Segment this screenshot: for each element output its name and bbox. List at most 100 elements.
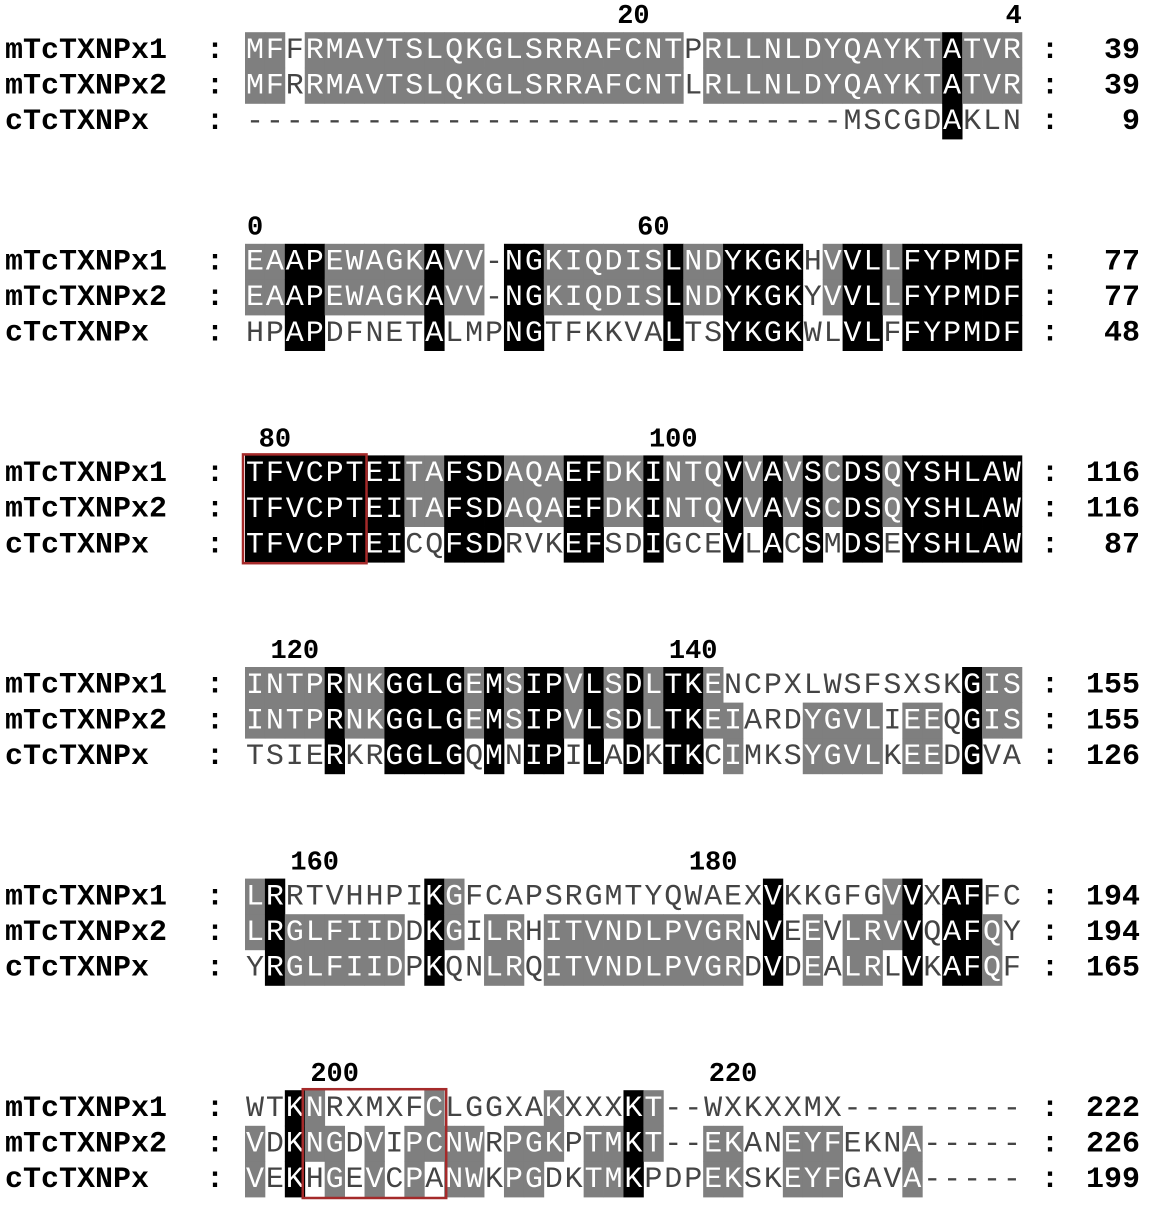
ruler-label: 140: [669, 637, 718, 667]
residue: G: [764, 281, 782, 315]
residue-shade: [364, 67, 385, 104]
residue: I: [525, 740, 543, 774]
residue: V: [744, 457, 762, 491]
residue: T: [306, 880, 324, 914]
residue: G: [824, 740, 842, 774]
residue: A: [425, 1163, 443, 1197]
residue-shade: [304, 1090, 326, 1127]
residue-shade: [822, 1161, 843, 1198]
residue-shade: [563, 949, 585, 986]
separator: :: [206, 457, 224, 491]
residue-shade: [384, 32, 405, 69]
separator: :: [1041, 493, 1059, 527]
separator: :: [206, 246, 224, 280]
residue: D: [545, 1163, 563, 1197]
residue-shade: [444, 243, 465, 280]
residue-shade: [643, 702, 664, 739]
residue-shade: [444, 914, 465, 951]
residue-shade: [344, 32, 365, 69]
residue: Q: [704, 493, 722, 527]
residue-shade: [404, 32, 425, 69]
residue-shade: [364, 667, 385, 703]
residue: V: [365, 34, 383, 68]
residue: G: [704, 952, 722, 986]
residue: Y: [923, 246, 941, 280]
residue: -: [266, 105, 284, 139]
residue-shade: [384, 67, 405, 104]
residue: Q: [704, 457, 722, 491]
separator: :: [1041, 880, 1059, 914]
residue-shade: [802, 949, 824, 986]
residue: R: [863, 916, 881, 950]
residue: E: [326, 281, 344, 315]
residue-shade: [464, 455, 485, 492]
residue-shade: [982, 279, 1003, 316]
residue: -: [963, 1128, 981, 1162]
residue: V: [903, 952, 921, 986]
residue: -: [565, 105, 583, 139]
residue: I: [365, 952, 383, 986]
residue: D: [704, 246, 722, 280]
ruler-label: 100: [649, 425, 698, 455]
residue-shade: [264, 702, 286, 739]
residue: M: [465, 317, 483, 351]
residue-shade: [464, 1125, 485, 1162]
residue: H: [943, 493, 961, 527]
residue-shade: [743, 455, 764, 492]
residue: D: [624, 740, 642, 774]
residue-shade: [962, 878, 983, 915]
residue: A: [863, 1163, 881, 1197]
residue: E: [565, 528, 583, 562]
residue: S: [525, 34, 543, 68]
sequence: WTKNRXMXFCLGGXAKXXXKT--WXKXXMX---------: [246, 1092, 1021, 1126]
residue-shade: [503, 1161, 525, 1198]
sequence-name: mTcTXNPx2: [5, 1128, 167, 1162]
residue: K: [644, 740, 662, 774]
residue-shade: [603, 1125, 624, 1162]
residue: F: [585, 493, 603, 527]
residue: C: [306, 528, 324, 562]
residue: V: [764, 880, 782, 914]
residue: R: [724, 952, 742, 986]
residue: T: [545, 317, 563, 351]
residue-shade: [743, 67, 764, 104]
residue: -: [664, 1128, 682, 1162]
residue: K: [545, 1128, 563, 1162]
residue: I: [405, 880, 423, 914]
end-position: 39: [1104, 70, 1140, 104]
residue: C: [824, 457, 842, 491]
residue-shade: [344, 667, 365, 703]
residue: P: [684, 34, 702, 68]
residue: I: [385, 493, 403, 527]
residue: N: [266, 704, 284, 738]
residue: K: [764, 1163, 782, 1197]
residue-shade: [762, 949, 784, 986]
residue: M: [963, 317, 981, 351]
residue: A: [425, 246, 443, 280]
residue: F: [605, 70, 623, 104]
end-position: 155: [1086, 704, 1140, 738]
residue: T: [385, 70, 403, 104]
residue-shade: [304, 279, 326, 316]
residue: Y: [824, 34, 842, 68]
end-position: 87: [1104, 528, 1140, 562]
residue-shade: [902, 32, 923, 69]
residue: S: [804, 528, 822, 562]
residue: R: [704, 34, 722, 68]
residue: -: [485, 281, 503, 315]
residue: A: [983, 528, 1001, 562]
residue-shade: [842, 702, 863, 739]
residue: V: [246, 1128, 264, 1162]
residue: D: [605, 457, 623, 491]
residue: S: [405, 70, 423, 104]
residue: G: [903, 105, 921, 139]
residue: A: [505, 880, 523, 914]
residue: C: [624, 70, 642, 104]
residue: L: [863, 704, 881, 738]
residue: G: [664, 528, 682, 562]
residue-shade: [962, 702, 983, 739]
residue: S: [405, 34, 423, 68]
residue-shade: [583, 702, 604, 739]
residue: N: [605, 916, 623, 950]
residue: Y: [883, 70, 901, 104]
